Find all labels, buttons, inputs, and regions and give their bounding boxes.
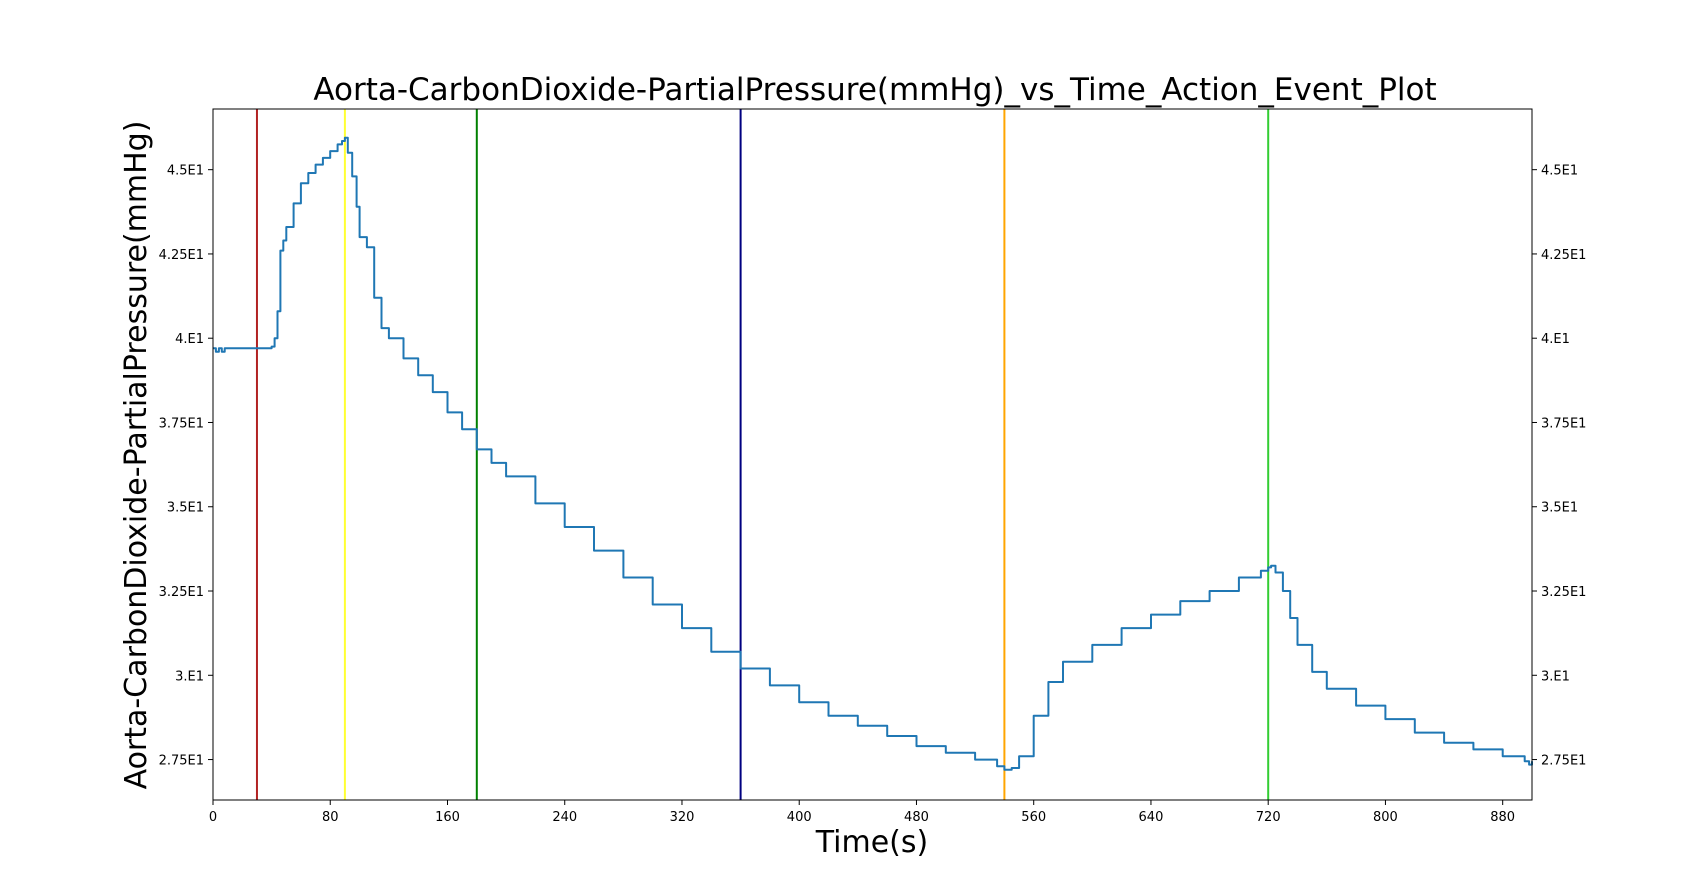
- x-tick-label-0: 0: [209, 810, 217, 825]
- x-axis-label: Time(s): [815, 825, 928, 860]
- y-tick-label-left-1: 3.E1: [175, 669, 204, 684]
- event-lines: [255, 109, 1270, 800]
- y-tick-label-left-2: 3.25E1: [159, 585, 204, 600]
- x-tick-label-9: 720: [1256, 810, 1281, 825]
- y-axis-label: Aorta-CarbonDioxide-PartialPressure(mmHg…: [119, 121, 154, 790]
- y-tick-label-right-5: 4.E1: [1541, 332, 1570, 347]
- y-tick-label-right-1: 3.E1: [1541, 669, 1570, 684]
- y-tick-label-right-4: 3.75E1: [1541, 416, 1586, 431]
- x-tick-label-8: 640: [1139, 810, 1164, 825]
- y-tick-label-left-0: 2.75E1: [159, 754, 204, 769]
- y-axis-ticks-left: 2.75E1 3.E1 3.25E1 3.5E1 3.75E1 4.E1 4.25E1 4.5…: [159, 164, 213, 769]
- x-tick-label-5: 400: [787, 810, 812, 825]
- x-tick-label-1: 80: [322, 810, 339, 825]
- x-tick-label-2: 160: [435, 810, 460, 825]
- y-tick-label-right-7: 4.5E1: [1541, 164, 1578, 179]
- x-tick-label-4: 320: [670, 810, 695, 825]
- y-axis-ticks-right: 2.75E1 3.E1 3.25E1 3.5E1 3.75E1 4.E1 4.25E1 4.5…: [1532, 164, 1586, 769]
- y-tick-label-left-3: 3.5E1: [167, 501, 204, 516]
- y-tick-label-right-0: 2.75E1: [1541, 754, 1586, 769]
- x-tick-label-10: 800: [1373, 810, 1398, 825]
- plot-frame: [212, 108, 1533, 801]
- y-tick-label-left-7: 4.5E1: [167, 164, 204, 179]
- y-tick-label-left-4: 3.75E1: [159, 416, 204, 431]
- x-axis-ticks: 0 80 160 240 320 400 480 560 640 720 800 880: [209, 800, 1515, 825]
- y-tick-label-left-6: 4.25E1: [159, 248, 204, 263]
- x-tick-label-7: 560: [1021, 810, 1046, 825]
- chart-title: Aorta-CarbonDioxide-PartialPressure(mmHg…: [313, 72, 1436, 108]
- data-series-0: [213, 136, 1533, 771]
- y-tick-label-right-2: 3.25E1: [1541, 585, 1586, 600]
- y-tick-label-right-3: 3.5E1: [1541, 501, 1578, 516]
- x-tick-label-3: 240: [552, 810, 577, 825]
- x-tick-label-6: 480: [904, 810, 929, 825]
- y-tick-label-left-5: 4.E1: [175, 332, 204, 347]
- y-tick-label-right-6: 4.25E1: [1541, 248, 1586, 263]
- data-layer: [213, 136, 1533, 771]
- x-tick-label-11: 880: [1490, 810, 1515, 825]
